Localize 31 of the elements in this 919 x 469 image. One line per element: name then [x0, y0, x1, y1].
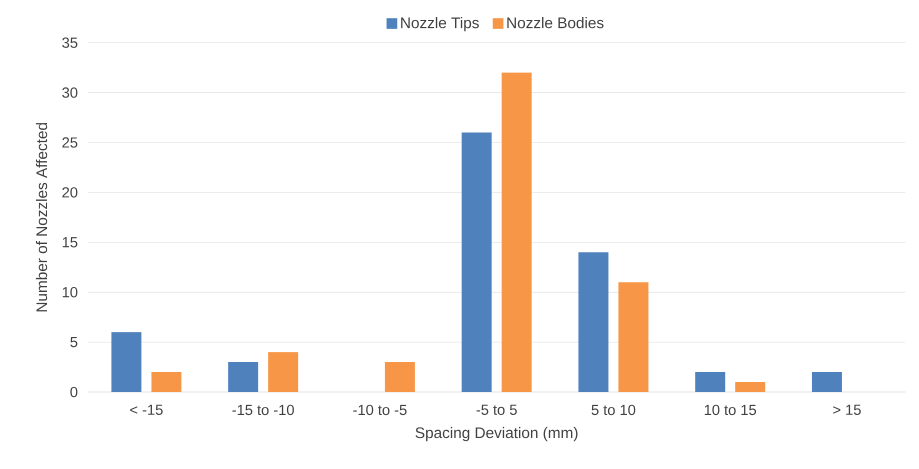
y-tick-label: 0 [70, 386, 78, 398]
x-tick-label: -5 to 5 [476, 404, 517, 415]
y-axis-title: Number of Nozzles Affected [36, 123, 48, 312]
bar [695, 372, 726, 392]
bar [228, 362, 258, 392]
y-tick-label: 20 [62, 187, 78, 198]
bar [812, 372, 842, 392]
legend-label: Nozzle Tips [401, 16, 479, 32]
x-axis-title: Spacing Deviation (mm) [416, 426, 578, 442]
y-tick-label: 30 [62, 87, 78, 98]
y-tick-label: 35 [62, 37, 78, 48]
bar [462, 132, 492, 392]
y-tick-label: 10 [62, 287, 78, 298]
bar [151, 372, 182, 392]
x-tick-label: -10 to -5 [353, 404, 407, 416]
x-tick-label: < -15 [130, 404, 163, 415]
bar [268, 352, 298, 392]
y-tick-label: 15 [62, 237, 78, 248]
x-tick-label: > 15 [833, 404, 861, 415]
bar [578, 252, 608, 392]
bar [384, 362, 415, 392]
x-tick-label: -15 to -10 [232, 404, 294, 416]
y-tick-label: 5 [70, 336, 78, 348]
x-tick-label: 10 to 15 [704, 404, 756, 416]
bar [502, 72, 532, 392]
bar [735, 382, 766, 392]
y-tick-label: 25 [62, 137, 78, 148]
x-tick-label: 5 to 10 [592, 404, 636, 416]
bar [111, 332, 142, 392]
legend-label: Nozzle Bodies [507, 16, 604, 28]
bar [618, 282, 648, 392]
